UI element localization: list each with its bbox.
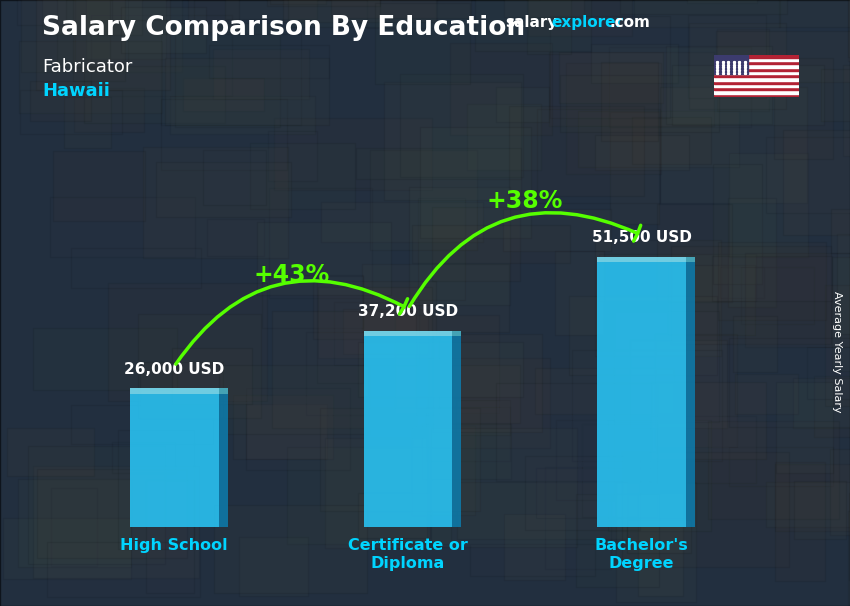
Bar [714,87,799,90]
Bar [714,55,799,58]
Bar [598,262,686,527]
Bar [714,84,799,87]
Text: Salary Comparison By Education: Salary Comparison By Education [42,15,525,41]
Text: +38%: +38% [487,189,563,213]
Bar [686,257,695,262]
Bar [714,94,799,97]
Bar [452,336,462,527]
Bar [714,68,799,71]
Text: 26,000 USD: 26,000 USD [124,362,224,376]
Bar [452,330,462,336]
Bar [364,330,452,336]
Bar [714,71,799,74]
Bar [714,55,748,74]
Bar [130,393,218,527]
Text: salary: salary [506,15,558,30]
Text: 51,500 USD: 51,500 USD [592,230,692,245]
Bar [714,81,799,84]
Bar [714,58,799,61]
Bar [714,61,799,64]
Bar [686,262,695,527]
Bar [364,336,452,527]
Bar [130,388,218,393]
Bar [714,64,799,68]
Text: +43%: +43% [253,263,329,287]
Bar [714,78,799,81]
Bar [218,388,228,393]
Text: Fabricator: Fabricator [42,58,133,76]
Bar [714,90,799,94]
Bar [714,74,799,78]
Text: explorer: explorer [552,15,624,30]
Text: Average Yearly Salary: Average Yearly Salary [832,291,842,412]
Text: Hawaii: Hawaii [42,82,110,100]
Text: 37,200 USD: 37,200 USD [358,304,458,319]
Text: .com: .com [609,15,650,30]
Bar [598,257,686,262]
Bar [218,393,228,527]
